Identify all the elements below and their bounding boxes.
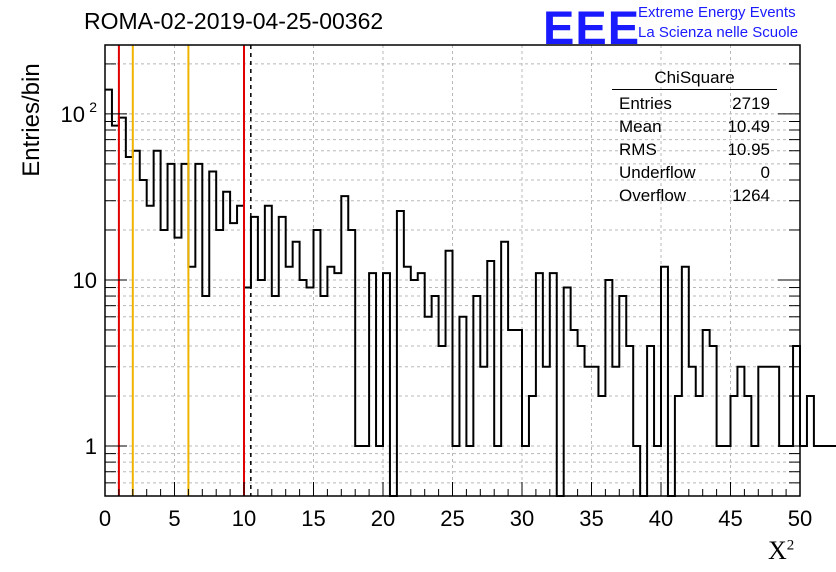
histogram-bin xyxy=(807,396,814,496)
stats-name: ChiSquare xyxy=(612,68,777,90)
x-tick-label: 50 xyxy=(788,506,812,531)
histogram-bin xyxy=(425,317,432,496)
logo-line-1: Extreme Energy Events xyxy=(638,4,796,21)
x-tick-label: 5 xyxy=(168,506,180,531)
x-tick-label: 35 xyxy=(579,506,603,531)
histogram-bin xyxy=(209,171,216,496)
histogram-bin xyxy=(119,118,126,496)
stats-row: Entries 2719 xyxy=(612,92,777,115)
histogram-bin xyxy=(793,346,800,496)
eee-logo: EEE xyxy=(543,1,641,54)
stats-label: Entries xyxy=(619,94,672,113)
x-tick-label: 20 xyxy=(371,506,395,531)
histogram-bin xyxy=(515,330,522,496)
histogram-bin xyxy=(251,217,258,496)
histogram-bin xyxy=(626,346,633,496)
stats-row: Overflow 1264 xyxy=(612,184,777,207)
x-tick-label: 0 xyxy=(99,506,111,531)
stats-value: 10.49 xyxy=(727,117,770,136)
stats-row: RMS 10.95 xyxy=(612,138,777,161)
reference-lines xyxy=(117,45,252,496)
histogram-bin xyxy=(821,446,828,496)
x-axis-label-base: X xyxy=(768,536,787,565)
x-tick-label: 45 xyxy=(718,506,742,531)
y-axis-label: Entries/bin xyxy=(18,63,45,177)
stats-value: 2719 xyxy=(732,94,770,113)
y-tick-label: 1 xyxy=(85,434,97,459)
stats-box: ChiSquare Entries 2719 Mean 10.49 RMS 10.95… xyxy=(612,68,777,207)
histogram-bin xyxy=(814,446,821,496)
histogram-bin xyxy=(348,230,355,496)
stats-row: Mean 10.49 xyxy=(612,115,777,138)
histogram-bin xyxy=(439,346,446,496)
histogram-bin xyxy=(564,288,571,496)
histogram-bin xyxy=(237,206,244,496)
x-axis-label: X2 xyxy=(768,536,794,566)
histogram-bin xyxy=(279,217,286,496)
histogram-bin xyxy=(307,288,314,496)
stats-value: 10.95 xyxy=(727,140,770,159)
histogram-bin xyxy=(154,151,161,496)
histogram-bin xyxy=(265,206,272,496)
logo-line-2: La Scienza nelle Scuole xyxy=(638,24,799,41)
histogram-bin xyxy=(578,346,585,496)
histogram-bin xyxy=(647,346,654,496)
histogram-bin xyxy=(112,126,119,496)
histogram-bin xyxy=(314,230,321,496)
histogram-bin xyxy=(571,330,578,496)
y-tick-label: 10 xyxy=(61,102,85,127)
stats-label: Mean xyxy=(619,117,662,136)
histogram-bin xyxy=(758,367,765,496)
histogram-bin xyxy=(133,151,140,496)
histogram-bin xyxy=(459,317,466,496)
histogram-bin xyxy=(689,367,696,496)
histogram-bin xyxy=(230,223,237,496)
histogram-bin xyxy=(126,157,133,496)
histogram-bin xyxy=(737,367,744,496)
histogram-bin xyxy=(612,367,619,496)
histogram-bin xyxy=(411,280,418,496)
histogram-bin xyxy=(300,280,307,496)
histogram-bin xyxy=(765,367,772,496)
histogram-outline xyxy=(105,88,836,497)
histogram-bin xyxy=(828,446,835,496)
histogram-bin xyxy=(508,330,515,496)
x-tick-label: 30 xyxy=(510,506,534,531)
x-tick-label: 10 xyxy=(232,506,256,531)
histogram-bin xyxy=(223,192,230,496)
histogram-bin xyxy=(258,280,265,496)
chart-title: ROMA-02-2019-04-25-00362 xyxy=(84,8,384,34)
stats-value: 0 xyxy=(760,163,770,182)
stats-label: Underflow xyxy=(619,163,696,182)
y-tick-label: 10 xyxy=(73,268,97,293)
histogram-bin xyxy=(161,230,168,496)
histogram-bin xyxy=(772,367,779,496)
histogram-bin xyxy=(216,230,223,496)
x-tick-label: 25 xyxy=(440,506,464,531)
histogram-bin xyxy=(800,446,807,496)
stats-value: 1264 xyxy=(732,186,770,205)
x-tick-label: 40 xyxy=(649,506,673,531)
stats-row: Underflow 0 xyxy=(612,161,777,184)
y-tick-label-sup: 2 xyxy=(89,99,97,115)
histogram-bin xyxy=(480,367,487,496)
histogram-bin xyxy=(543,367,550,496)
histogram-bin xyxy=(147,206,154,496)
histogram-bin xyxy=(710,346,717,496)
axis-ticks xyxy=(104,63,801,497)
stats-label: RMS xyxy=(619,140,657,159)
stats-label: Overflow xyxy=(619,186,687,205)
histogram-bin xyxy=(244,288,251,496)
histogram-bin xyxy=(140,180,147,496)
histogram-bin xyxy=(592,367,599,496)
x-axis-label-sup: 2 xyxy=(786,537,795,554)
x-tick-label: 15 xyxy=(301,506,325,531)
histogram-bin xyxy=(605,280,612,496)
histogram-bin xyxy=(585,367,592,496)
histogram-bins xyxy=(105,88,836,497)
histogram-bin xyxy=(703,330,710,496)
